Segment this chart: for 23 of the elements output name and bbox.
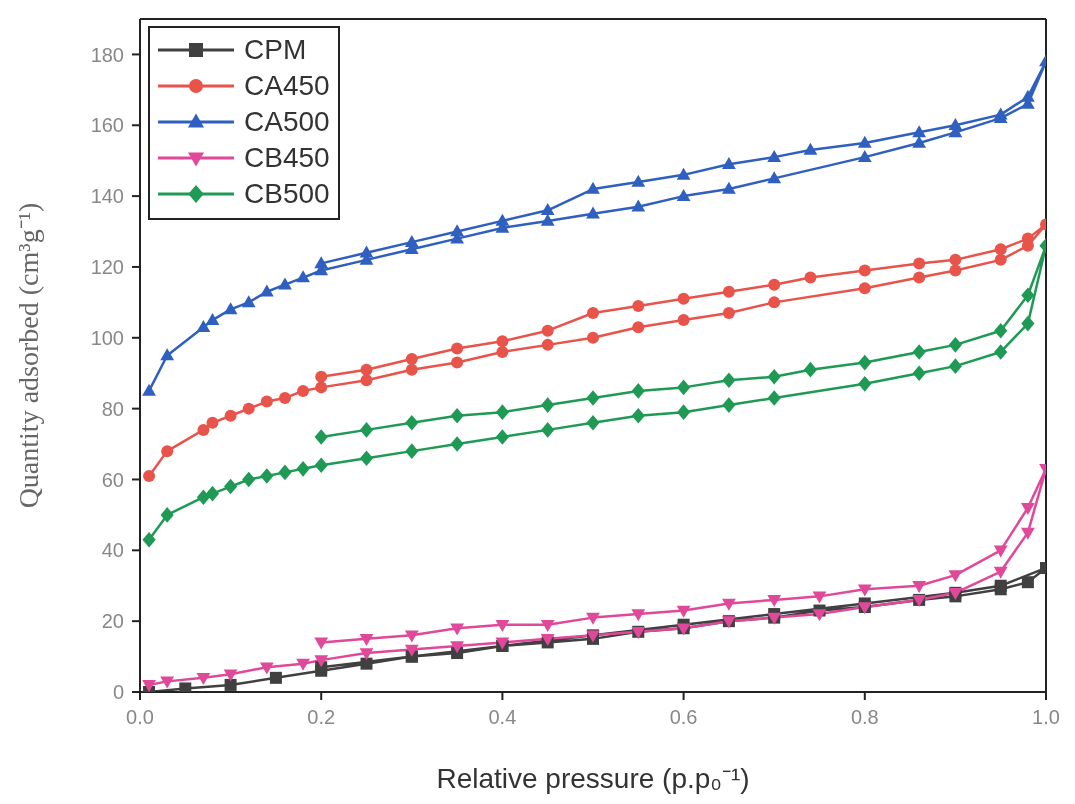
legend-label: CB450 (244, 142, 330, 174)
legend-label: CPM (244, 34, 307, 66)
y-tick-label: 180 (90, 43, 124, 66)
y-tick-label: 60 (101, 468, 124, 491)
y-axis-title: Quantity adsorbed (cm³g⁻¹) (12, 202, 44, 509)
legend-label: CB500 (244, 178, 330, 210)
y-tick-label: 100 (90, 326, 124, 349)
x-tick-label: 0.2 (307, 706, 336, 729)
y-tick-label: 140 (90, 185, 124, 208)
y-tick-label: 0 (112, 681, 124, 704)
x-tick-label: 0.8 (850, 706, 879, 729)
x-tick-label: 1.0 (1032, 706, 1060, 729)
x-axis-title: Relative pressure (p.p₀⁻¹) (436, 763, 750, 794)
y-tick-label: 40 (101, 539, 124, 562)
legend-label: CA450 (244, 70, 330, 102)
y-tick-label: 80 (101, 397, 124, 420)
x-tick-label: 0.6 (669, 706, 698, 729)
y-tick-label: 20 (101, 610, 124, 633)
legend-label: CA500 (244, 106, 330, 138)
x-tick-label: 0.4 (488, 706, 517, 729)
y-tick-label: 160 (90, 114, 124, 137)
y-tick-label: 120 (90, 256, 124, 279)
x-tick-label: 0.0 (126, 706, 154, 729)
